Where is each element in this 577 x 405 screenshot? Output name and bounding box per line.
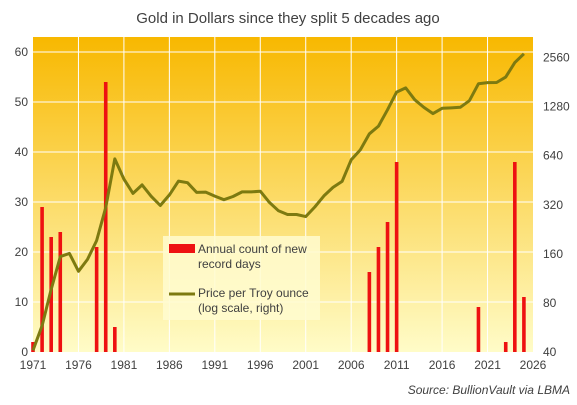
y-left-tick-label: 30 <box>15 195 29 209</box>
x-tick-label: 2021 <box>474 358 501 372</box>
y-right-tick-label: 40 <box>543 345 557 359</box>
x-tick-label: 2001 <box>292 358 319 372</box>
x-tick-label: 2026 <box>520 358 547 372</box>
y-right-tick-label: 1280 <box>543 100 570 114</box>
x-tick-label: 1991 <box>201 358 228 372</box>
bar <box>394 162 399 352</box>
bar-series <box>31 82 526 352</box>
y-left-tick-label: 20 <box>15 245 29 259</box>
x-tick-label: 2011 <box>384 358 410 372</box>
price-line <box>31 52 525 351</box>
legend-label-bars-line2: record days <box>198 257 261 271</box>
legend-swatch-bars <box>169 244 195 253</box>
x-tick-label: 1976 <box>65 358 92 372</box>
legend-label-line-line2: (log scale, right) <box>198 301 283 315</box>
x-tick-label: 1981 <box>111 358 138 372</box>
line-series <box>31 52 525 351</box>
bar <box>385 222 390 352</box>
bar <box>103 82 108 352</box>
y-left-tick-label: 50 <box>15 95 29 109</box>
legend-label-bars-line1: Annual count of new <box>198 242 307 256</box>
bar <box>113 327 117 352</box>
y-left-tick-label: 40 <box>15 145 29 159</box>
x-tick-label: 2016 <box>429 358 456 372</box>
bar <box>513 162 517 352</box>
legend-label-line-line1: Price per Troy ounce <box>198 286 309 300</box>
bar <box>58 232 63 352</box>
bar <box>522 297 526 352</box>
y-left-tick-label: 0 <box>21 345 28 359</box>
legend: Annual count of new record days Price pe… <box>163 236 320 320</box>
bar <box>40 207 44 352</box>
axes: 0 10 20 30 40 50 60 1971 1976 1981 1986 1991 1996 200… <box>15 45 570 372</box>
y-left-tick-label: 60 <box>15 45 29 59</box>
bar <box>367 272 372 352</box>
y-right-tick-label: 160 <box>543 247 563 261</box>
x-tick-label: 1996 <box>247 358 274 372</box>
y-right-tick-label: 2560 <box>543 51 570 65</box>
chart-title: Gold in Dollars since they split 5 decad… <box>136 10 440 27</box>
y-right-tick-label: 80 <box>543 296 557 310</box>
x-tick-label: 2006 <box>338 358 365 372</box>
y-right-tick-label: 640 <box>543 149 563 163</box>
x-tick-label: 1986 <box>156 358 183 372</box>
bar <box>376 247 381 352</box>
bar <box>503 342 508 352</box>
y-left-tick-label: 10 <box>15 295 29 309</box>
bar <box>94 247 99 352</box>
y-right-tick-label: 320 <box>543 198 563 212</box>
x-tick-label: 1971 <box>20 358 47 372</box>
bar <box>476 307 481 352</box>
chart-source: Source: BullionVault via LBMA <box>408 383 570 397</box>
